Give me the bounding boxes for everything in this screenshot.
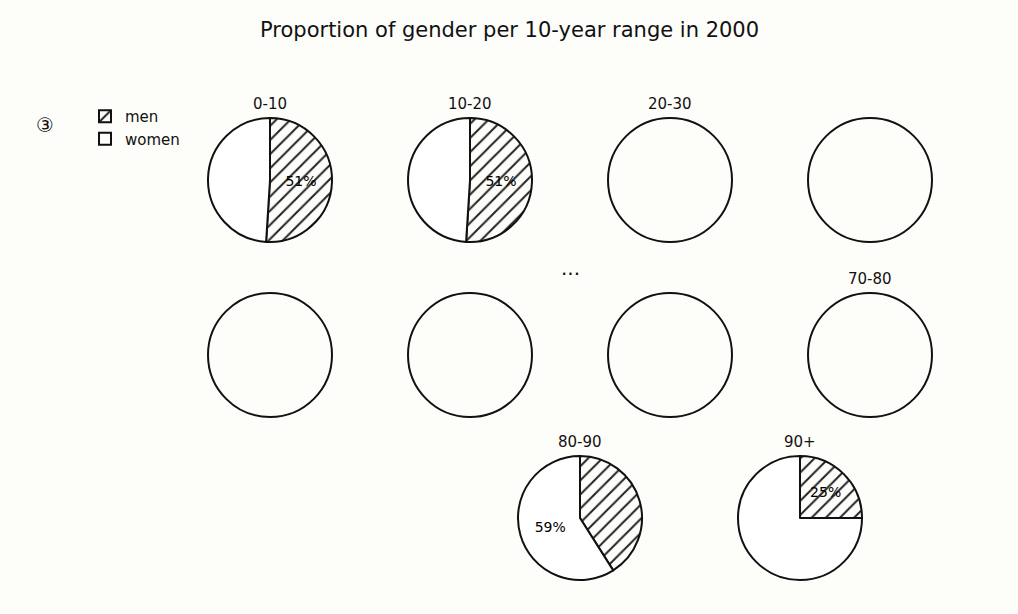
svg-text:...: ... bbox=[561, 256, 580, 280]
svg-text:51%: 51% bbox=[285, 173, 316, 189]
svg-text:Proportion of gender per 10-ye: Proportion of gender per 10-year range i… bbox=[260, 18, 759, 42]
svg-text:90+: 90+ bbox=[784, 433, 816, 451]
svg-text:women: women bbox=[125, 131, 180, 149]
svg-text:men: men bbox=[125, 108, 158, 126]
svg-text:10-20: 10-20 bbox=[448, 95, 492, 113]
svg-text:80-90: 80-90 bbox=[558, 433, 602, 451]
svg-text:59%: 59% bbox=[535, 519, 566, 535]
svg-text:20-30: 20-30 bbox=[648, 95, 692, 113]
svg-text:70-80: 70-80 bbox=[848, 270, 892, 288]
svg-text:③: ③ bbox=[36, 113, 54, 137]
svg-text:51%: 51% bbox=[485, 173, 516, 189]
svg-text:0-10: 0-10 bbox=[253, 95, 287, 113]
svg-text:25%: 25% bbox=[810, 484, 841, 500]
